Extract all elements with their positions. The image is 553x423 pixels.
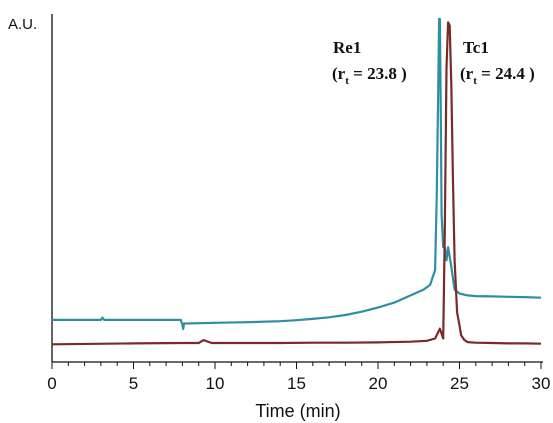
annotation-re1: Re1 (rt = 23.8 ) <box>332 38 407 87</box>
axes: 0 5 10 15 20 25 30 <box>47 14 550 393</box>
x-axis-title: Time (min) <box>255 401 340 421</box>
annotation-re1-rt-sub: t <box>345 75 349 87</box>
annotation-re1-label: Re1 <box>333 38 361 57</box>
annotation-tc1-rt: (rt = 24.4 ) <box>460 64 535 87</box>
series-layer <box>51 17 542 346</box>
x-tick-label: 30 <box>532 374 551 393</box>
x-tick-label: 5 <box>129 374 138 393</box>
y-axis-title: A.U. <box>8 16 37 33</box>
annotation-re1-rt: (rt = 23.8 ) <box>332 64 407 87</box>
x-ticks: 0 5 10 15 20 25 30 <box>47 362 550 393</box>
x-tick-label: 25 <box>450 374 469 393</box>
x-tick-label: 15 <box>287 374 306 393</box>
series-line-2 <box>51 21 542 346</box>
annotation-tc1-rt-sub: t <box>473 75 477 87</box>
x-tick-label: 20 <box>369 374 388 393</box>
x-tick-label: 0 <box>47 374 56 393</box>
annotation-tc1: Tc1 (rt = 24.4 ) <box>460 38 535 87</box>
annotation-tc1-label: Tc1 <box>463 38 489 57</box>
x-tick-label: 10 <box>206 374 225 393</box>
